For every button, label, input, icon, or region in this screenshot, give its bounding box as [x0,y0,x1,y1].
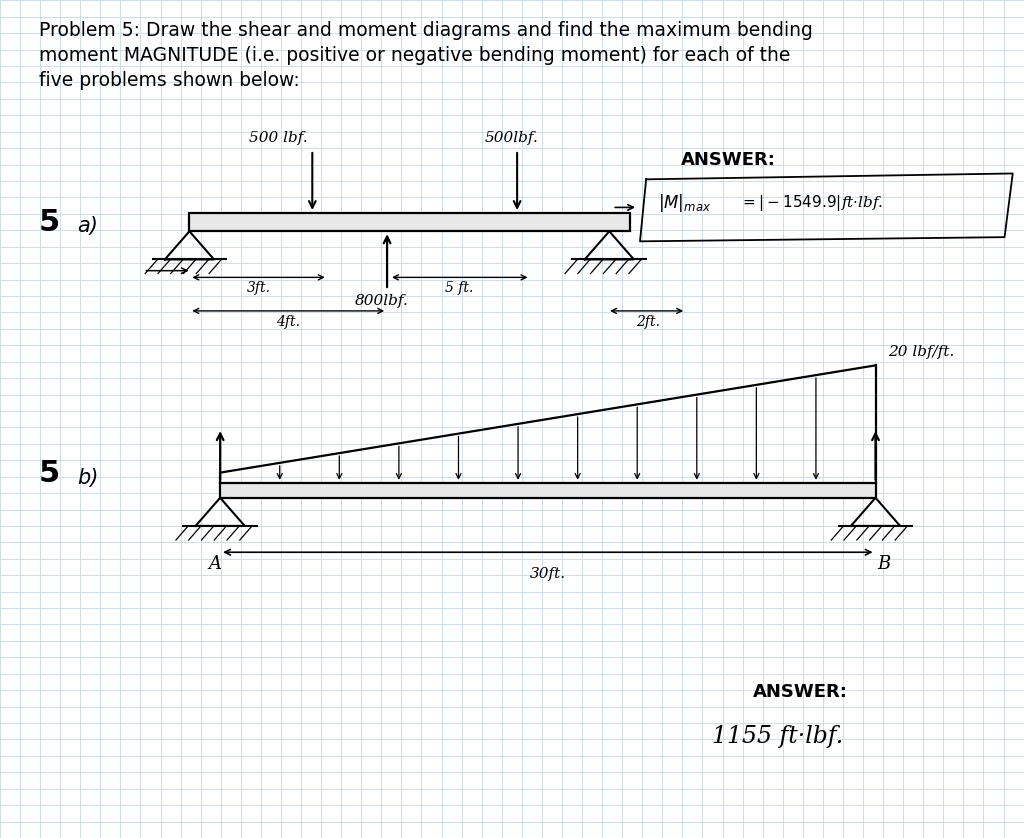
Text: 1155 ft·lbf.: 1155 ft·lbf. [712,725,843,747]
Text: A: A [209,555,221,573]
Text: 5 ft.: 5 ft. [444,282,473,296]
Text: 3ft.: 3ft. [247,282,270,296]
Text: B: B [878,555,890,573]
Text: 500lbf.: 500lbf. [484,131,539,145]
Text: ANSWER:: ANSWER: [753,683,848,701]
Bar [220,483,876,498]
Text: 4ft.: 4ft. [276,315,300,329]
Bar [189,213,630,231]
Text: a): a) [77,216,97,236]
Text: ANSWER:: ANSWER: [681,151,776,168]
Text: 30ft.: 30ft. [529,567,566,582]
Text: 5: 5 [39,208,60,236]
Text: 800lbf.: 800lbf. [354,294,409,308]
Text: $= |-1549.9|$ft$\cdot$lbf.: $= |-1549.9|$ft$\cdot$lbf. [740,194,884,213]
Text: 20 lbf/ft.: 20 lbf/ft. [888,344,954,359]
Text: 2ft.: 2ft. [636,315,659,329]
Text: Problem 5: Draw the shear and moment diagrams and find the maximum bending
momen: Problem 5: Draw the shear and moment dia… [39,21,813,90]
Text: $\mathit{|M|_{max}}$: $\mathit{|M|_{max}}$ [658,192,712,215]
Text: 5: 5 [39,459,60,488]
Text: 500 lbf.: 500 lbf. [249,131,307,145]
Text: b): b) [77,468,98,488]
